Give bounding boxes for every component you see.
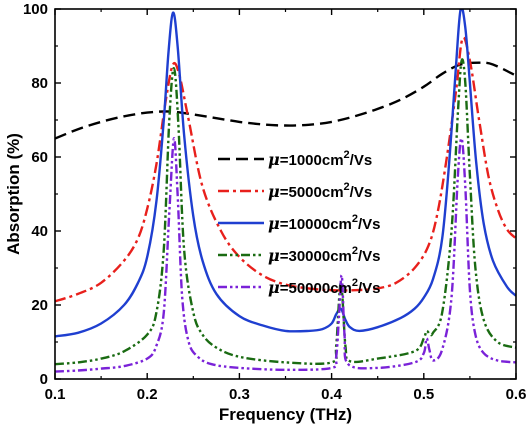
legend: μ=1000cm2/Vsμ=5000cm2/Vsμ=10000cm2/Vsμ=3… <box>218 149 381 297</box>
x-tick-label: 0.5 <box>413 386 434 403</box>
legend-label-1: μ=5000cm2/Vs <box>268 181 372 201</box>
plot-area <box>55 9 516 373</box>
series-line-3 <box>55 58 516 366</box>
legend-sup: 2 <box>352 245 358 257</box>
legend-mu: μ <box>268 150 280 169</box>
legend-eq: =5000cm <box>280 184 344 201</box>
x-tick-label: 0.6 <box>506 386 527 403</box>
legend-unit: /Vs <box>358 280 381 297</box>
legend-label-3: μ=30000cm2/Vs <box>268 245 381 265</box>
x-tick-label: 0.4 <box>321 386 343 403</box>
y-tick-label: 60 <box>31 149 48 166</box>
y-tick-label: 80 <box>31 75 48 92</box>
legend-unit: /Vs <box>358 248 381 265</box>
x-tick-label: 0.1 <box>45 386 66 403</box>
y-tick-label: 20 <box>31 297 48 314</box>
legend-eq: =1000cm <box>280 152 344 169</box>
legend-mu: μ <box>268 278 280 297</box>
legend-label-4: μ=50000cm2/Vs <box>268 277 381 297</box>
y-tick-label: 100 <box>23 1 48 18</box>
legend-sup: 2 <box>344 181 350 193</box>
y-tick-label: 40 <box>31 223 48 240</box>
legend-mu: μ <box>268 182 280 201</box>
legend-unit: /Vs <box>350 152 373 169</box>
y-tick-label: 0 <box>40 371 48 388</box>
y-axis-title: Absorption (%) <box>4 133 23 255</box>
x-tick-label: 0.2 <box>137 386 158 403</box>
legend-sup: 2 <box>352 213 358 225</box>
series-line-2 <box>55 9 516 338</box>
legend-mu: μ <box>268 246 280 265</box>
legend-label-0: μ=1000cm2/Vs <box>268 149 372 169</box>
legend-unit: /Vs <box>350 184 373 201</box>
legend-eq: =10000cm <box>280 216 352 233</box>
legend-eq: =30000cm <box>280 248 352 265</box>
legend-eq: =50000cm <box>280 280 352 297</box>
series-line-4 <box>55 137 516 373</box>
x-tick-label: 0.3 <box>229 386 250 403</box>
series-line-0 <box>55 61 516 140</box>
legend-unit: /Vs <box>358 216 381 233</box>
legend-label-2: μ=10000cm2/Vs <box>268 213 381 233</box>
x-axis-title: Frequency (THz) <box>219 405 352 424</box>
legend-mu: μ <box>268 214 280 233</box>
legend-sup: 2 <box>344 149 350 161</box>
axes: 0.1 0.2 0.3 0.4 0.5 0.6 0 20 40 60 80 100 <box>23 1 526 403</box>
legend-sup: 2 <box>352 277 358 289</box>
